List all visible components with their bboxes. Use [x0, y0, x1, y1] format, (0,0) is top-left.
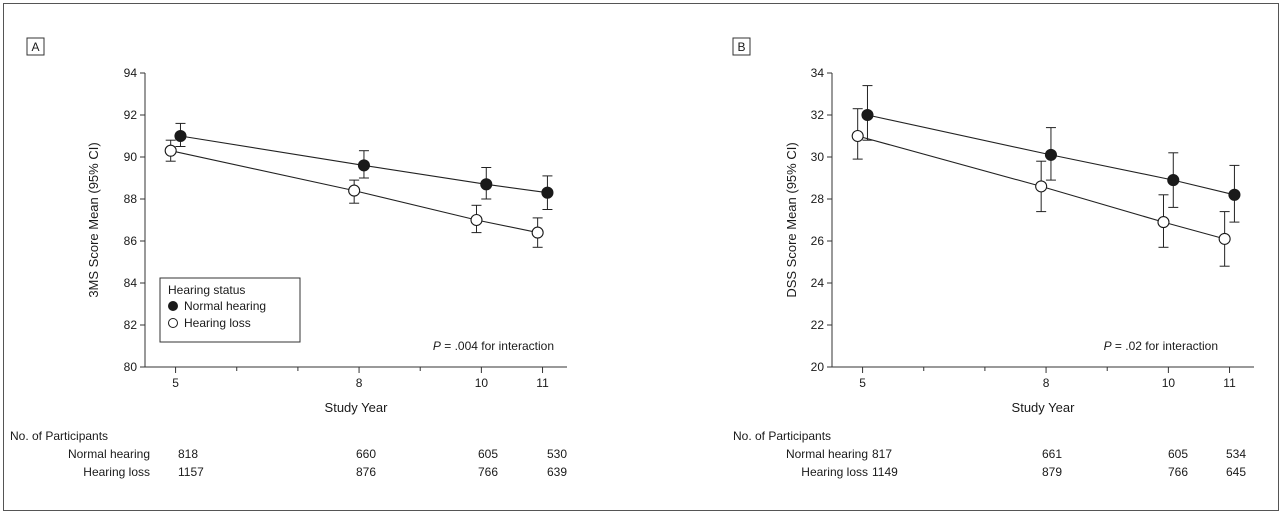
- y-tick-label: 20: [811, 360, 825, 374]
- participants-count: 876: [356, 465, 376, 479]
- data-point-normal-hearing: [357, 159, 371, 172]
- participants-row-label: Normal hearing: [68, 447, 150, 461]
- participants-count: 766: [1168, 465, 1188, 479]
- participants-count: 530: [547, 447, 567, 461]
- data-point-hearing-loss: [1218, 232, 1231, 245]
- data-point-normal-hearing: [541, 186, 554, 199]
- interaction-annotation: P = .02 for interaction: [1104, 339, 1218, 353]
- y-tick-label: 22: [811, 318, 825, 332]
- x-tick-label: 5: [172, 376, 179, 390]
- participants-count: 817: [872, 447, 892, 461]
- participants-count: 639: [547, 465, 567, 479]
- panel-label: A: [31, 40, 39, 54]
- x-axis-label: Study Year: [1012, 400, 1076, 415]
- interaction-annotation: P = .004 for interaction: [433, 339, 554, 353]
- y-tick-label: 88: [124, 192, 138, 206]
- legend-marker-hearing-loss: [168, 318, 178, 328]
- data-point-hearing-loss: [851, 129, 864, 143]
- y-tick-label: 80: [124, 360, 138, 374]
- participants-count: 766: [478, 465, 498, 479]
- data-point-normal-hearing: [1044, 148, 1058, 161]
- data-point-hearing-loss: [1157, 216, 1170, 229]
- y-tick-label: 82: [124, 318, 138, 332]
- x-tick-label: 8: [356, 376, 363, 390]
- x-tick-label: 5: [859, 376, 866, 390]
- y-axis-label: DSS Score Mean (95% CI): [784, 142, 799, 297]
- legend-entry: Normal hearing: [184, 299, 266, 313]
- y-tick-label: 26: [811, 234, 825, 248]
- legend-title: Hearing status: [168, 283, 245, 297]
- participants-count: 645: [1226, 465, 1246, 479]
- panel-label: B: [737, 40, 745, 54]
- legend-box: [159, 277, 301, 343]
- figure-frame: [3, 3, 1279, 511]
- series-line: [857, 135, 1225, 240]
- data-point-hearing-loss: [470, 213, 483, 227]
- y-tick-label: 94: [124, 66, 138, 80]
- data-point-normal-hearing: [480, 178, 493, 191]
- data-point-hearing-loss: [1035, 180, 1048, 193]
- participants-title: No. of Participants: [10, 429, 108, 443]
- panel-label-box: [26, 37, 45, 56]
- series-line: [170, 150, 538, 234]
- participants-row-label: Hearing loss: [801, 465, 868, 479]
- x-axis-label: Study Year: [325, 400, 389, 415]
- data-point-normal-hearing: [861, 108, 874, 122]
- participants-count: 1157: [178, 465, 204, 479]
- legend-entry: Hearing loss: [184, 316, 251, 330]
- data-point-hearing-loss: [348, 184, 361, 197]
- y-tick-label: 24: [811, 276, 825, 290]
- y-tick-label: 92: [124, 108, 138, 122]
- data-point-normal-hearing: [174, 129, 187, 143]
- participants-row-label: Hearing loss: [83, 465, 150, 479]
- y-tick-label: 86: [124, 234, 138, 248]
- participants-row-label: Normal hearing: [786, 447, 868, 461]
- x-tick-label: 10: [1162, 376, 1176, 390]
- y-tick-label: 32: [811, 108, 825, 122]
- y-tick-label: 30: [811, 150, 825, 164]
- participants-count: 605: [1168, 447, 1188, 461]
- y-tick-label: 28: [811, 192, 825, 206]
- participants-count: 660: [356, 447, 376, 461]
- x-tick-label: 8: [1043, 376, 1050, 390]
- x-tick-label: 10: [475, 376, 489, 390]
- participants-title: No. of Participants: [733, 429, 831, 443]
- data-point-hearing-loss: [531, 226, 544, 239]
- participants-count: 605: [478, 447, 498, 461]
- x-tick-label: 11: [536, 376, 549, 390]
- y-tick-label: 84: [124, 276, 138, 290]
- participants-count: 879: [1042, 465, 1062, 479]
- participants-count: 661: [1042, 447, 1062, 461]
- participants-count: 534: [1226, 447, 1246, 461]
- series-line: [180, 135, 548, 194]
- legend-marker-normal-hearing: [168, 301, 178, 311]
- participants-count: 1149: [872, 465, 898, 479]
- participants-count: 818: [178, 447, 198, 461]
- y-tick-label: 34: [811, 66, 825, 80]
- data-point-normal-hearing: [1167, 174, 1180, 187]
- panel-label-box: [732, 37, 751, 56]
- y-tick-label: 90: [124, 150, 138, 164]
- data-point-normal-hearing: [1228, 188, 1241, 201]
- data-point-hearing-loss: [164, 144, 177, 157]
- y-axis-label: 3MS Score Mean (95% CI): [86, 142, 101, 297]
- series-line: [867, 114, 1235, 196]
- x-tick-label: 11: [1223, 376, 1236, 390]
